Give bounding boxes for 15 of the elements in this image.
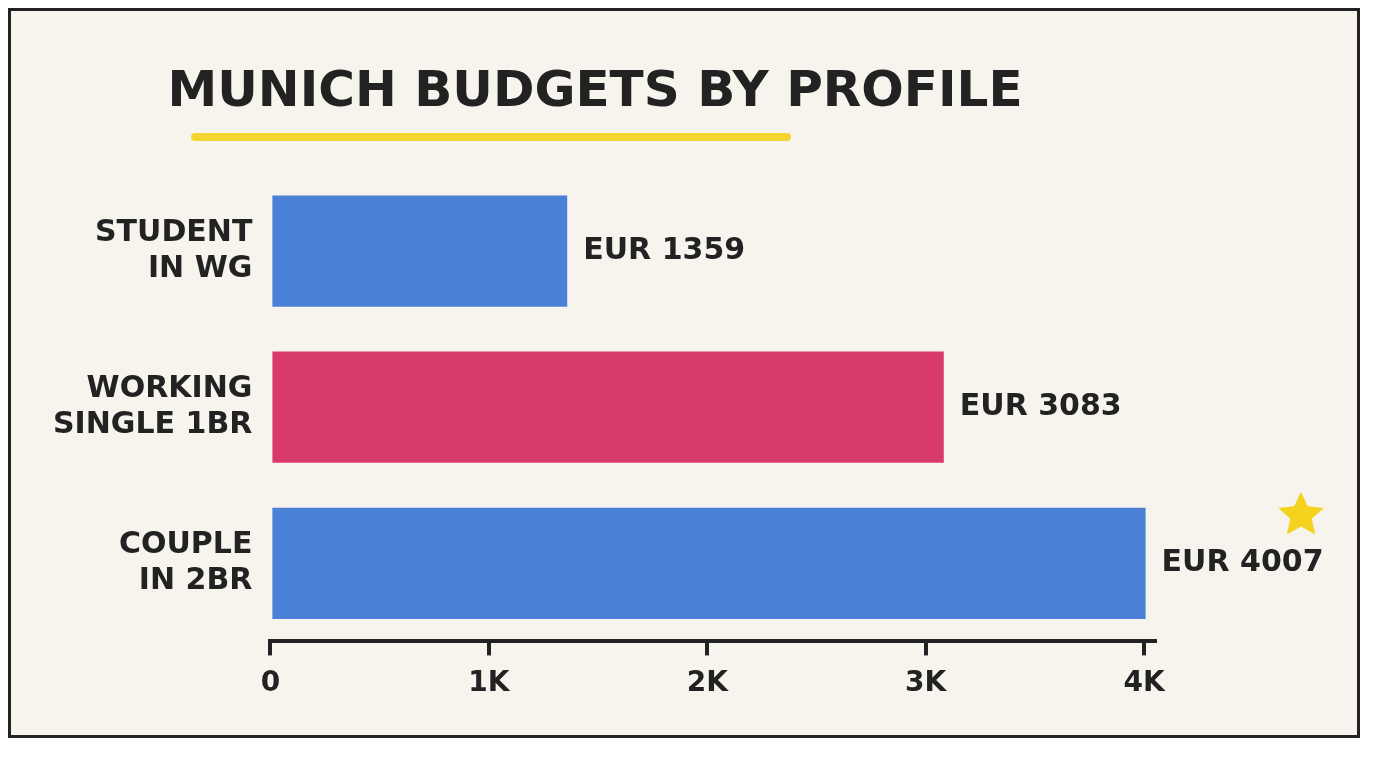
data-label: EUR 3083 <box>959 387 1122 422</box>
data-label: EUR 1359 <box>583 230 746 266</box>
data-label: EUR 4007 <box>1161 543 1324 579</box>
bar <box>272 195 568 307</box>
y-tick-label: WORKING SINGLE 1BR <box>52 369 253 440</box>
x-tick-label: 3K <box>905 665 948 699</box>
x-tick-label: 1K <box>468 665 511 699</box>
x-tick-label: 0 <box>260 665 281 699</box>
x-tick-label: 4K <box>1123 665 1166 699</box>
bar <box>272 507 1146 619</box>
y-tick-label: STUDENT IN WG <box>94 212 253 284</box>
chart-title: MUNICH BUDGETS BY PROFILE <box>167 59 1023 118</box>
bar <box>272 351 944 463</box>
x-tick-label: 2K <box>686 665 730 699</box>
y-tick-label: COUPLE IN 2BR <box>118 525 253 597</box>
